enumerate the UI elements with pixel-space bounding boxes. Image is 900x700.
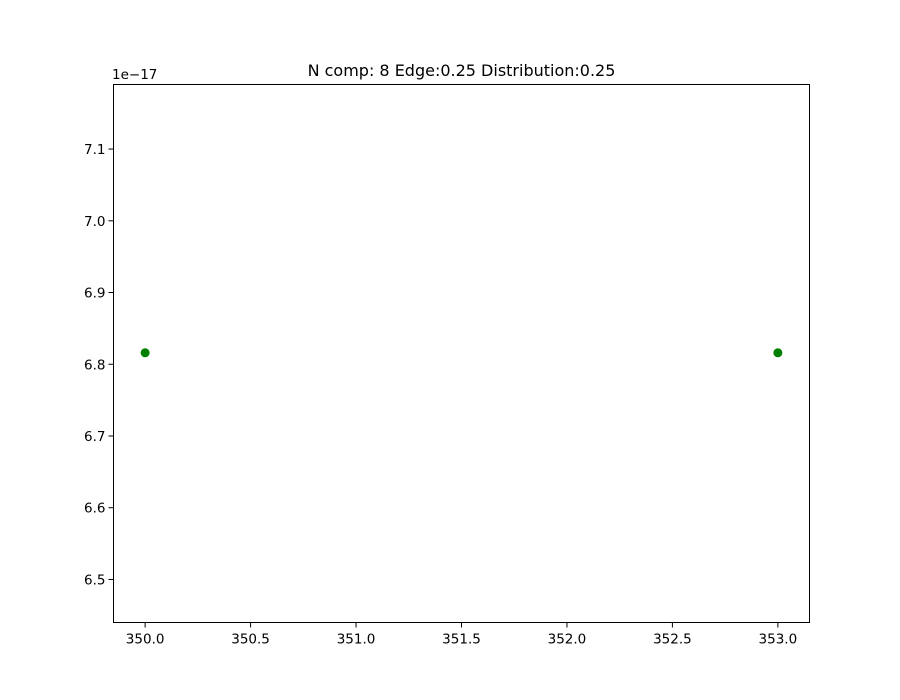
y-tick-label: 7.1 <box>84 142 105 158</box>
y-tick-label: 6.7 <box>84 429 105 445</box>
data-point <box>140 348 150 358</box>
data-point <box>773 348 783 358</box>
y-tick-label: 6.9 <box>84 286 105 302</box>
y-tick-label: 6.6 <box>84 501 105 517</box>
y-tick-label: 6.8 <box>84 357 105 373</box>
x-tick-label: 350.5 <box>231 632 270 648</box>
x-tick-label: 352.0 <box>548 632 587 648</box>
x-tick-label: 352.5 <box>653 632 692 648</box>
y-axis-offset-label: 1e−17 <box>112 67 157 83</box>
x-tick-label: 350.0 <box>126 632 165 648</box>
x-tick-label: 351.5 <box>442 632 481 648</box>
x-axis-ticks: 350.0 350.5 351.0 351.5 352.0 352.5 353.0 <box>126 622 798 648</box>
y-tick-label: 7.0 <box>84 214 105 230</box>
x-tick-label: 353.0 <box>759 632 798 648</box>
axes-frame <box>113 84 810 623</box>
y-axis-ticks: 6.5 6.6 6.7 6.8 6.9 7.0 7.1 <box>84 142 114 588</box>
data-points <box>140 348 783 358</box>
y-tick-label: 6.5 <box>84 572 105 588</box>
x-tick-label: 351.0 <box>337 632 376 648</box>
chart-title: N comp: 8 Edge:0.25 Distribution:0.25 <box>308 61 616 80</box>
